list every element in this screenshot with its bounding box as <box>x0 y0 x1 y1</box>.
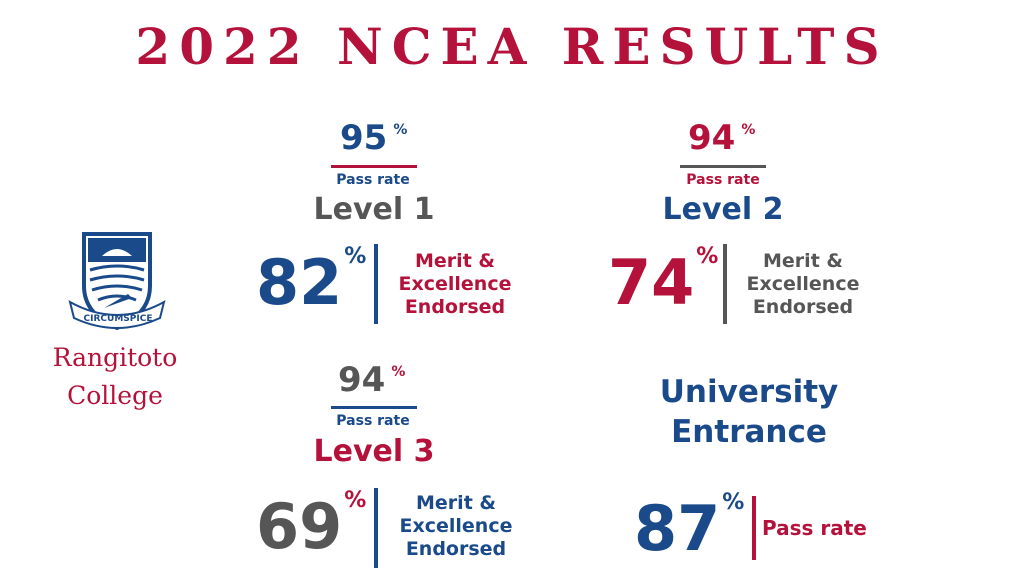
level1-endorsed-value: 82 <box>256 246 343 319</box>
level2-endorsed-rate: 74% <box>608 244 718 319</box>
college-name-line1: Rangitoto <box>52 343 178 372</box>
level2-endorsed-value: 74 <box>608 246 695 319</box>
level1-divider <box>374 244 378 324</box>
level1-endorsed-rate: 82% <box>256 244 366 319</box>
college-name-line2: College <box>67 381 163 410</box>
ue-divider <box>752 496 756 560</box>
level3-endorsed-rate: 69% <box>256 488 366 563</box>
ue-rate: 87% <box>634 490 744 565</box>
level2-pass-rate: 94% <box>688 118 755 158</box>
college-motto: CIRCUMSPICE <box>83 314 153 324</box>
level3-heading: Level 3 <box>313 434 435 469</box>
level2-pass-pct: % <box>741 122 756 138</box>
level3-endorsed-pct: % <box>344 488 367 513</box>
level3-endorsed-value: 69 <box>256 490 343 563</box>
level1-pass-value: 95 <box>340 118 388 158</box>
level1-endorsed-pct: % <box>344 244 367 269</box>
level3-pass-pct: % <box>391 364 406 380</box>
college-crest <box>62 228 172 338</box>
level3-pass-label: Pass rate <box>336 413 410 429</box>
level3-pass-value: 94 <box>338 360 386 400</box>
level3-divider <box>374 488 378 568</box>
ue-heading: University Entrance <box>659 374 839 450</box>
level2-pass-rule <box>680 165 766 168</box>
level2-pass-value: 94 <box>688 118 736 158</box>
level1-pass-rule <box>331 165 417 168</box>
level1-pass-label: Pass rate <box>336 172 410 188</box>
level2-divider <box>723 244 727 324</box>
level1-pass-pct: % <box>393 122 408 138</box>
level2-pass-label: Pass rate <box>686 172 760 188</box>
ue-pct: % <box>722 490 745 515</box>
level3-endorsed-label: Merit & Excellence Endorsed <box>399 492 513 560</box>
level3-pass-rule <box>331 406 417 409</box>
level1-heading: Level 1 <box>313 192 435 227</box>
ue-label: Pass rate <box>762 516 867 540</box>
level1-pass-rate: 95% <box>340 118 407 158</box>
level2-heading: Level 2 <box>662 192 784 227</box>
ue-value: 87 <box>634 492 721 565</box>
level2-endorsed-label: Merit & Excellence Endorsed <box>746 250 860 318</box>
level2-endorsed-pct: % <box>696 244 719 269</box>
page-title: 2022 NCEA RESULTS <box>135 17 889 76</box>
level3-pass-rate: 94% <box>338 360 405 400</box>
level1-endorsed-label: Merit & Excellence Endorsed <box>398 250 512 318</box>
